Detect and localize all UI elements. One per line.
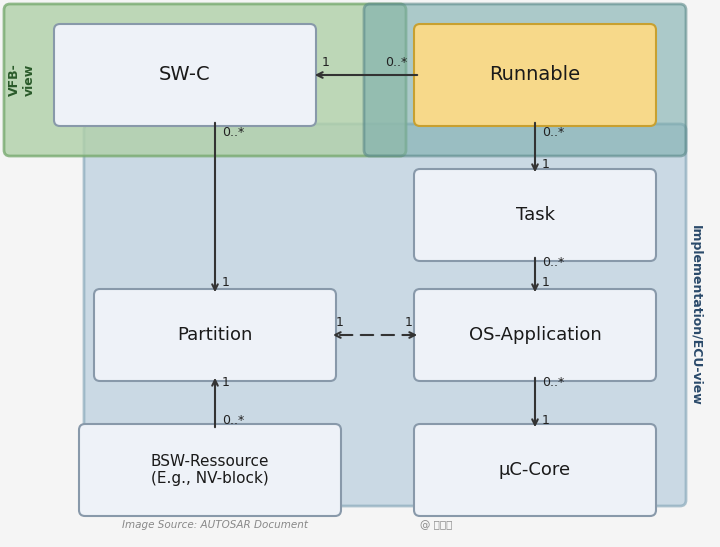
Text: SW-C: SW-C	[159, 66, 211, 84]
Text: 1: 1	[336, 317, 344, 329]
Text: @ 杨玉柱: @ 杨玉柱	[420, 520, 452, 530]
Text: 1: 1	[542, 276, 550, 289]
FancyBboxPatch shape	[414, 424, 656, 516]
Text: Image Source: AUTOSAR Document: Image Source: AUTOSAR Document	[122, 520, 308, 530]
FancyBboxPatch shape	[414, 24, 656, 126]
FancyBboxPatch shape	[79, 424, 341, 516]
Text: OS-Application: OS-Application	[469, 326, 601, 344]
Text: Implementation/ECU-view: Implementation/ECU-view	[688, 225, 701, 405]
FancyBboxPatch shape	[4, 4, 406, 156]
Text: VFB-
view: VFB- view	[8, 63, 36, 96]
Text: 1: 1	[222, 376, 230, 389]
Text: 1: 1	[322, 55, 330, 68]
Text: 0..*: 0..*	[542, 376, 564, 389]
Text: Partition: Partition	[177, 326, 253, 344]
Text: 0..*: 0..*	[542, 125, 564, 138]
FancyBboxPatch shape	[54, 24, 316, 126]
FancyBboxPatch shape	[94, 289, 336, 381]
Text: 0..*: 0..*	[222, 414, 244, 427]
Text: BSW-Ressource
(E.g., NV-block): BSW-Ressource (E.g., NV-block)	[150, 454, 269, 486]
Text: Runnable: Runnable	[490, 66, 580, 84]
Text: Task: Task	[516, 206, 554, 224]
Text: 0..*: 0..*	[222, 125, 244, 138]
Text: 1: 1	[222, 276, 230, 289]
Text: 1: 1	[405, 317, 413, 329]
FancyBboxPatch shape	[84, 124, 686, 506]
FancyBboxPatch shape	[414, 289, 656, 381]
FancyBboxPatch shape	[414, 169, 656, 261]
Text: 0..*: 0..*	[385, 55, 408, 68]
Text: 1: 1	[542, 414, 550, 427]
Text: 1: 1	[542, 159, 550, 172]
Text: 0..*: 0..*	[542, 257, 564, 270]
Text: μC-Core: μC-Core	[499, 461, 571, 479]
FancyBboxPatch shape	[364, 4, 686, 156]
